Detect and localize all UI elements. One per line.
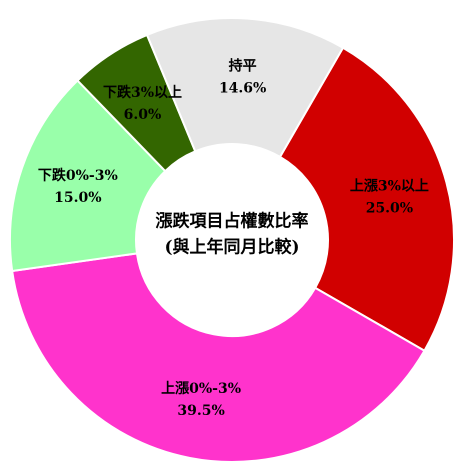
slice-label: 持平 xyxy=(229,57,257,74)
donut-slice xyxy=(9,79,167,273)
center-title: 漲跌項目占權數比率 xyxy=(156,211,309,232)
slice-label: 上漲3%以上 xyxy=(350,179,429,195)
donut-slice xyxy=(278,46,455,353)
center-subtitle: (與上年同月比較) xyxy=(164,237,299,258)
slice-label: 下跌3%以上 xyxy=(103,85,182,101)
donut-slice xyxy=(145,17,345,159)
slice-value-label: 14.6% xyxy=(219,80,266,96)
slice-value-label: 39.5% xyxy=(177,403,224,419)
slices xyxy=(9,17,455,463)
slice-value-label: 6.0% xyxy=(124,107,162,123)
donut-slice xyxy=(11,252,426,463)
slice-label: 上漲0%-3% xyxy=(161,381,241,397)
slice-label: 下跌0%-3% xyxy=(38,168,118,184)
slice-value-label: 15.0% xyxy=(54,190,101,206)
slice-value-label: 25.0% xyxy=(366,201,413,217)
